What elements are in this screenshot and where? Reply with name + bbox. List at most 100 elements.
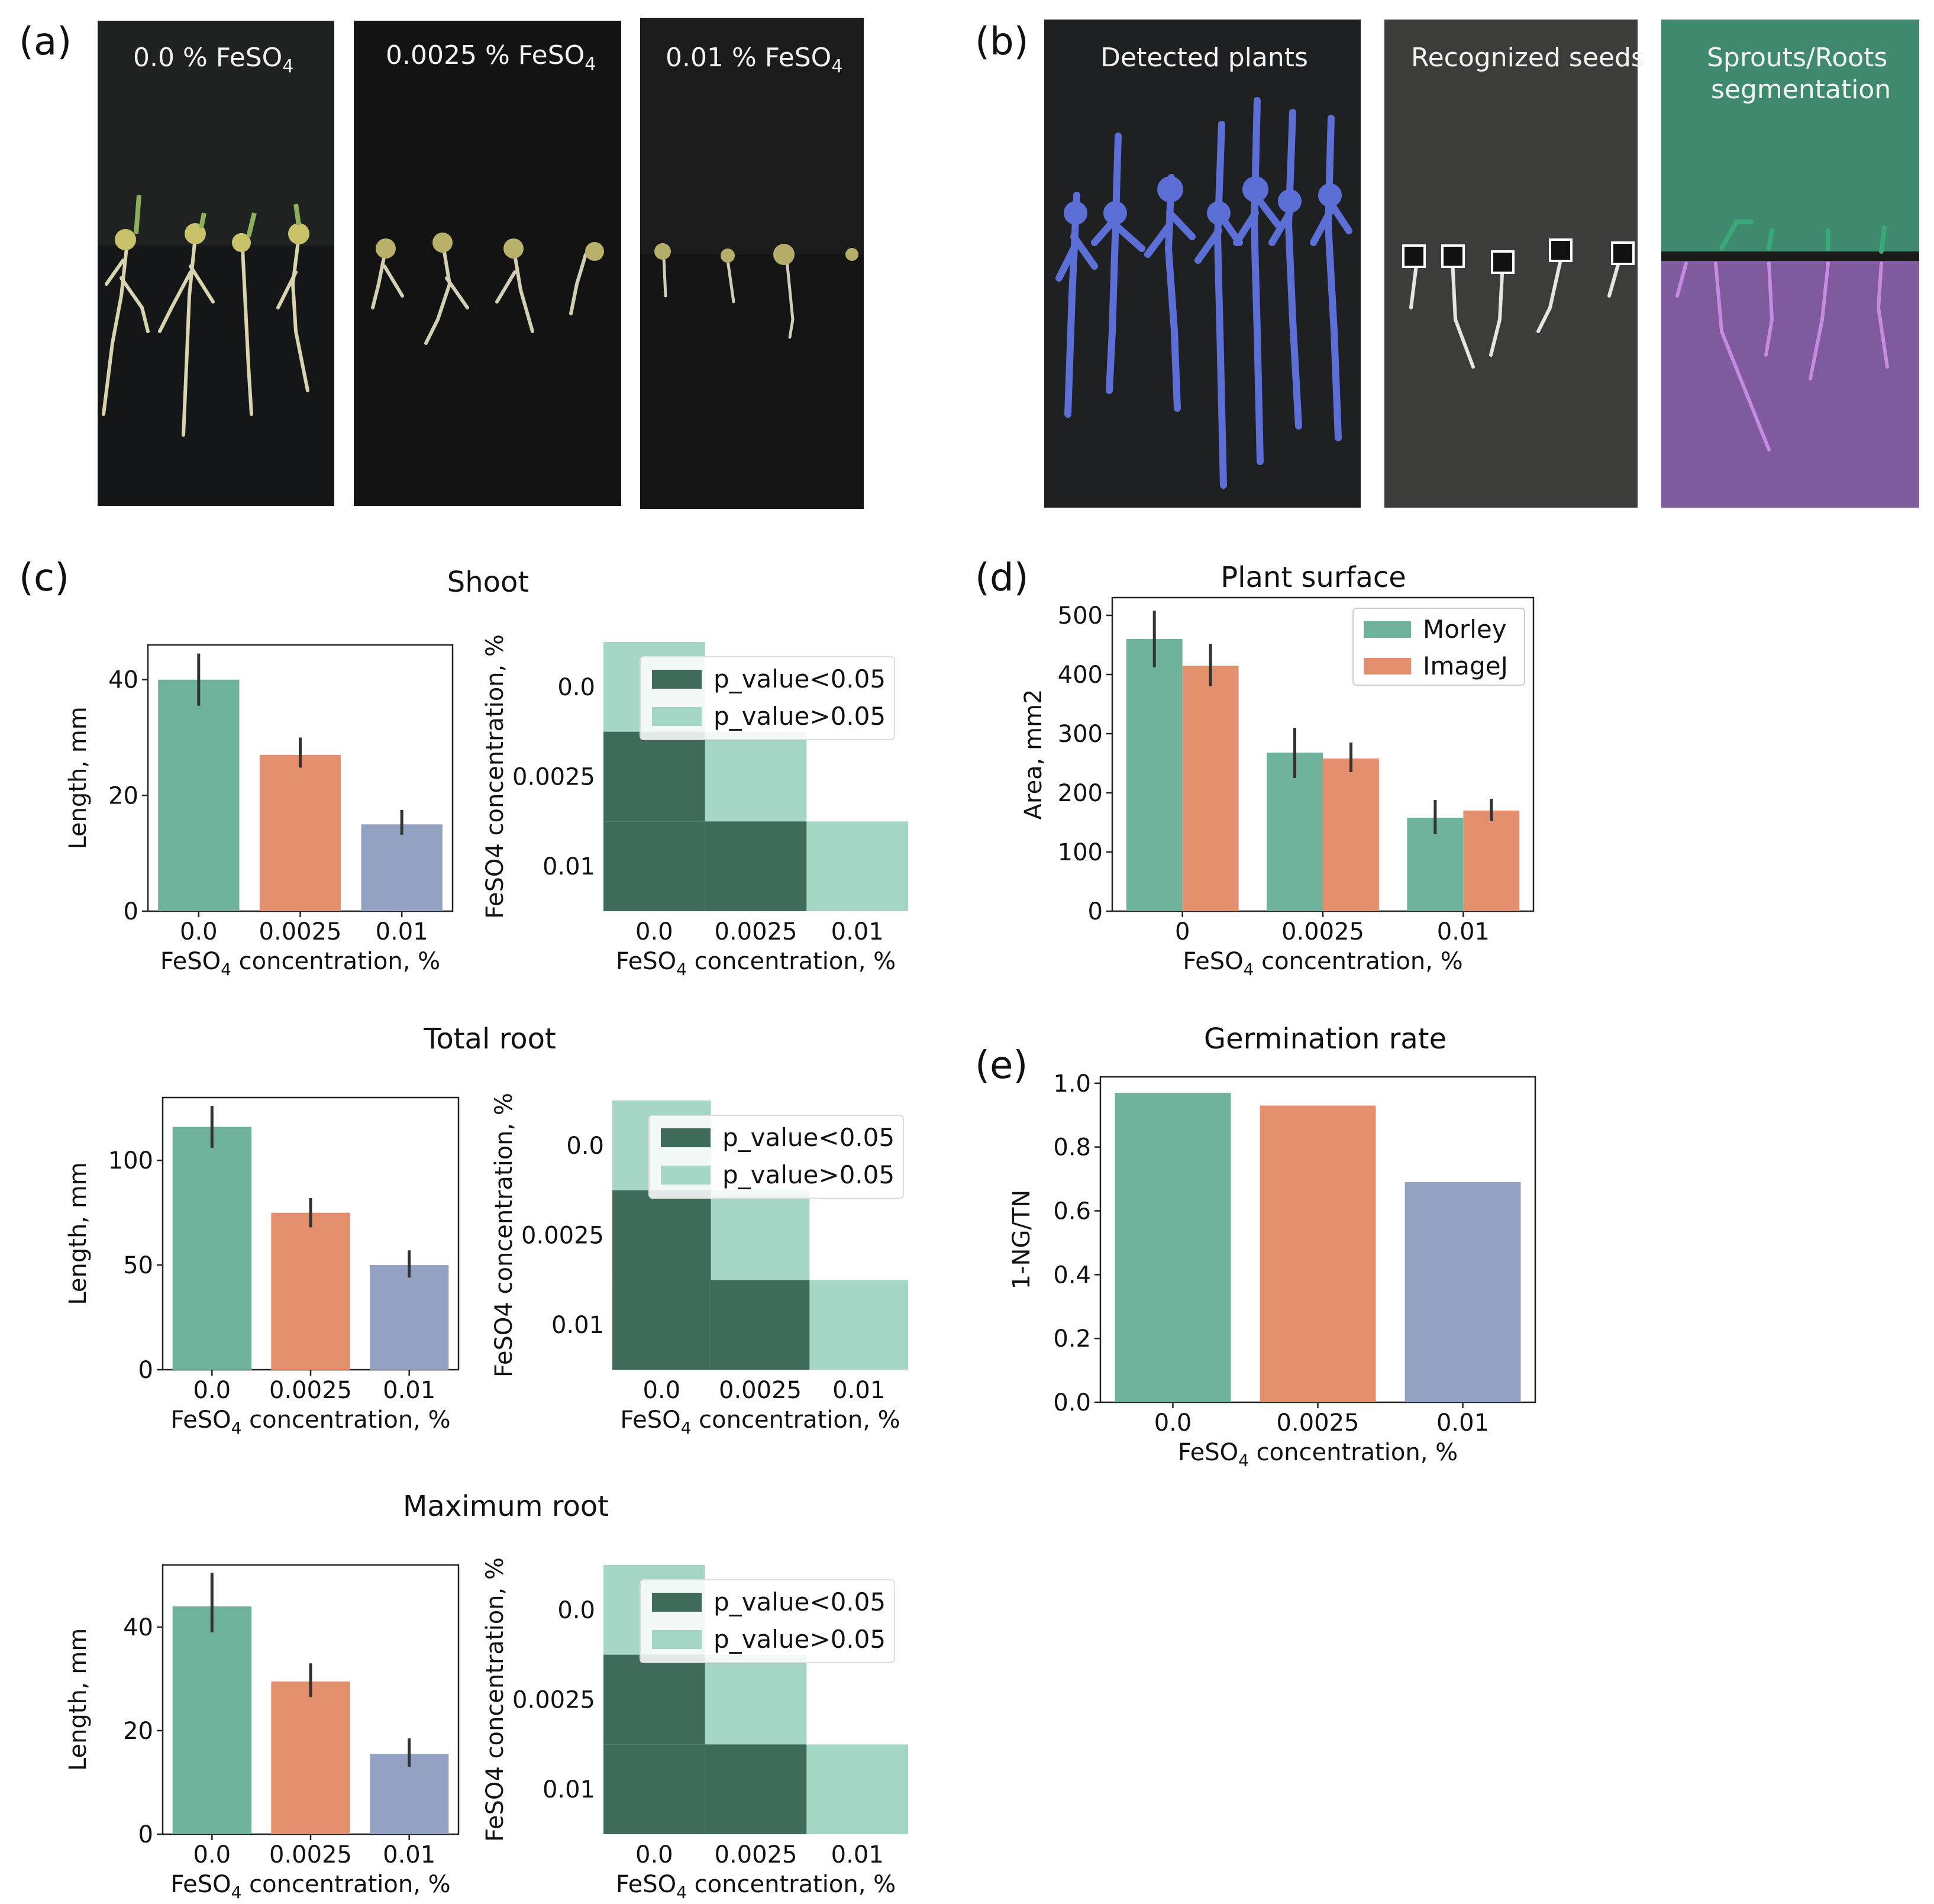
photo-b3-label2: segmentation: [1711, 75, 1891, 105]
x-tick-label: 0.01: [376, 918, 428, 945]
legend-swatch: [1364, 621, 1411, 638]
x-axis-label-post: concentration, %: [1254, 948, 1462, 975]
y-tick-label: 50: [123, 1252, 153, 1279]
plant-surface-title: Plant surface: [1221, 561, 1406, 594]
bar-morley: [1126, 639, 1183, 911]
shoot-bar-chart: 0 20 40 0.0 0.0025 0.01 Length, mm FeSO4 concen…: [64, 644, 454, 979]
x-tick-label: 0.01: [383, 1377, 435, 1404]
bar: [271, 1212, 350, 1370]
x-tick-label: 0.01: [1436, 1409, 1489, 1437]
bar: [172, 1127, 251, 1370]
y-axis-label: FeSO4 concentration, %: [482, 634, 509, 919]
y-axis-label: FeSO4 concentration, %: [482, 1557, 509, 1842]
y-axis-label: Length, mm: [64, 706, 92, 849]
y-tick-label: 0.0: [557, 1597, 595, 1624]
x-tick-label: 0.01: [1437, 918, 1490, 945]
y-axis-label: Area, mm2: [1020, 689, 1047, 820]
x-axis-label-post: concentration, %: [241, 1406, 450, 1434]
photo-a3-sub: 4: [831, 56, 842, 77]
x-tick-label: 0.0: [193, 1841, 231, 1868]
x-tick-label: 0.0025: [715, 918, 798, 945]
y-tick-label: 0.0025: [521, 1222, 604, 1250]
y-tick-label: 0.01: [543, 1776, 595, 1803]
x-tick-label: 0.0025: [1281, 918, 1364, 945]
bar: [271, 1681, 350, 1834]
cell-sig: [612, 1190, 711, 1280]
legend-label-nonsig: p_value>0.05: [713, 1625, 886, 1654]
x-axis-label: FeSO4 concentration, %: [616, 948, 896, 979]
x-axis-label-pre: FeSO: [1183, 948, 1243, 975]
x-axis-label-pre: FeSO: [616, 1871, 676, 1898]
x-axis-label: FeSO4 concentration, %: [616, 1871, 896, 1902]
legend-label: ImageJ: [1423, 651, 1508, 680]
legend-box: [640, 1579, 895, 1663]
max-root-significance-heatmap: 0.0 0.0 0.0025 0.0025 0.01 0.01 FeSO4 concentr…: [482, 1557, 908, 1902]
y-tick-label: 400: [1058, 661, 1103, 689]
bar: [361, 824, 443, 911]
bar: [172, 1606, 251, 1834]
legend-label-sig: p_value<0.05: [722, 1123, 895, 1152]
y-tick-label: 0.6: [1053, 1198, 1091, 1225]
photo-a2: 0.0025 % FeSO4: [354, 21, 621, 506]
x-axis-label-post: concentration, %: [1249, 1439, 1458, 1466]
y-tick-label: 200: [1058, 780, 1103, 807]
y-tick-label: 0.2: [1053, 1325, 1091, 1353]
bar-imagej: [1463, 811, 1520, 911]
legend-swatch-light: [652, 1630, 702, 1649]
x-axis-label-sub: 4: [1238, 1451, 1249, 1470]
x-axis-label-sub: 4: [681, 1418, 692, 1438]
legend-label-nonsig: p_value>0.05: [713, 702, 886, 731]
x-tick-label: 0.0025: [259, 918, 342, 945]
bar-imagej: [1182, 666, 1239, 911]
x-axis-label: FeSO4 concentration, %: [170, 1406, 450, 1438]
photo-a2-label: 0.0025 % FeSO: [386, 40, 585, 70]
y-tick-label: 300: [1058, 721, 1103, 748]
legend-swatch: [1364, 658, 1411, 675]
y-tick-label: 0.01: [543, 853, 595, 880]
panel-label-a: (a): [19, 20, 72, 64]
total-root-bar-chart: 0 50 100 0.0 0.0025 0.01 Length, mm FeSO4 conce…: [64, 1096, 460, 1438]
photo-a3: 0.01 % FeSO4: [640, 18, 864, 509]
bar: [1260, 1105, 1376, 1402]
photo-b2-label: Recognized seeds: [1411, 43, 1645, 73]
legend-swatch-dark: [652, 1593, 702, 1612]
y-tick-label: 100: [1058, 839, 1103, 866]
cell-nonsig: [809, 1280, 908, 1370]
x-axis-label: FeSO4 concentration, %: [170, 1871, 450, 1902]
x-tick-label: 0.0025: [269, 1377, 352, 1404]
photo-b3: Sprouts/Roots segmentation: [1661, 20, 1919, 508]
x-tick-label: 0.0025: [719, 1377, 802, 1404]
legend-swatch-light: [652, 707, 702, 726]
photo-a1: 0.0 % FeSO4: [98, 21, 334, 506]
y-axis-label: Length, mm: [64, 1162, 92, 1305]
bar: [1115, 1092, 1231, 1402]
y-tick-label: 0.0025: [512, 1687, 595, 1714]
y-tick-label: 0: [124, 898, 138, 925]
x-axis-label: FeSO4 concentration, %: [620, 1406, 900, 1438]
x-axis-label: FeSO4 concentration, %: [1183, 948, 1462, 979]
photo-b3-label: Sprouts/Roots: [1707, 43, 1887, 73]
y-tick-label: 500: [1058, 602, 1103, 630]
panel-label-d: (d): [975, 556, 1029, 600]
x-tick-label: 0: [1175, 918, 1190, 945]
legend-swatch-dark: [661, 1128, 711, 1147]
bar: [158, 679, 240, 911]
x-tick-label: 0.0025: [1277, 1409, 1360, 1437]
x-axis-label-sub: 4: [1244, 960, 1254, 979]
y-tick-label: 20: [123, 1718, 153, 1745]
y-axis-label: Length, mm: [64, 1628, 92, 1771]
panel-label-b: (b): [975, 20, 1029, 64]
legend-swatch-light: [661, 1166, 711, 1185]
y-tick-label: 0.0025: [512, 764, 595, 791]
photo-a2-sub: 4: [585, 54, 596, 75]
y-tick-label: 100: [108, 1147, 153, 1174]
photo-b1: Detected plants: [1044, 20, 1361, 508]
photo-a3-label: 0.01 % FeSO: [666, 43, 831, 73]
x-tick-label: 0.0: [1154, 1409, 1192, 1437]
legend-box: [640, 656, 895, 740]
cell-sig: [603, 1744, 705, 1834]
x-tick-label: 0.0: [635, 918, 673, 945]
cell-nonsig: [705, 731, 807, 822]
